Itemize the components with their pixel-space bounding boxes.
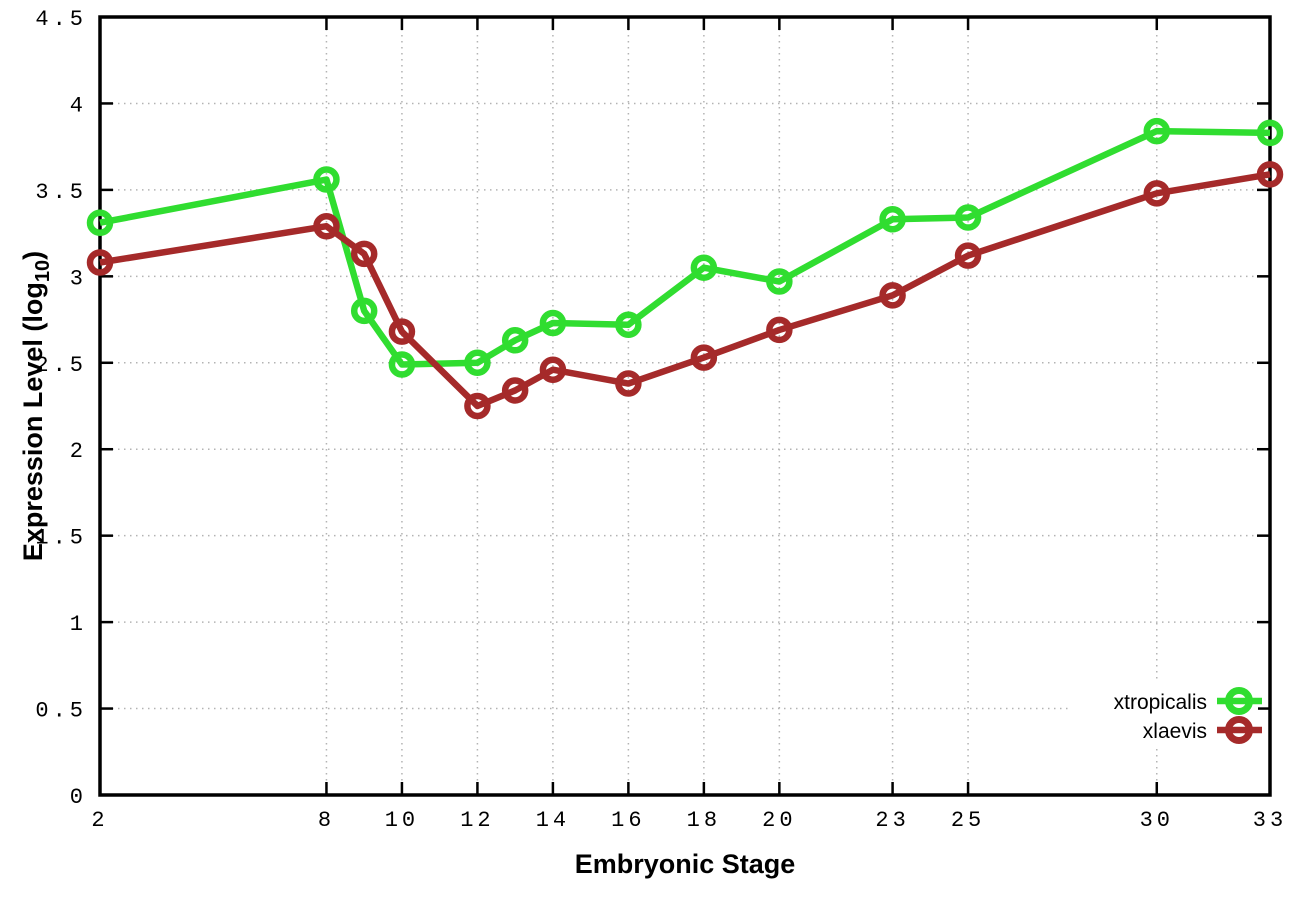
- legend-item-xlaevis: xlaevis: [1143, 716, 1262, 744]
- series-line-xtropicalis: [99, 127, 1271, 368]
- y-axis-title: Expression Level (log10): [18, 251, 54, 561]
- data-point-xtropicalis-stage-18: [690, 254, 718, 281]
- data-point-xtropicalis-stage-30: [1143, 117, 1171, 145]
- data-point-xlaevis-stage-10: [388, 318, 416, 345]
- data-point-xlaevis-stage-2: [86, 249, 114, 276]
- data-point-xtropicalis-stage-2: [86, 209, 114, 236]
- y-tick-label: 4: [70, 93, 87, 118]
- y-tick-label: 0: [70, 785, 87, 810]
- y-tick-label: 3.5: [35, 180, 87, 205]
- y-tick-label: 1: [70, 612, 87, 637]
- plot-border: [98, 15, 1272, 797]
- y-tick-label: 3: [70, 266, 87, 291]
- series-line-xlaevis: [99, 171, 1271, 410]
- data-point-xlaevis-stage-16: [615, 370, 642, 397]
- data-point-xlaevis-stage-23: [879, 282, 906, 309]
- series-layer: [86, 117, 1284, 420]
- y-axis-title-main: Expression Level (log: [18, 282, 48, 561]
- y-tick-label: 1.5: [35, 526, 87, 551]
- grid-layer: [100, 17, 1270, 795]
- data-point-xtropicalis-stage-9: [350, 297, 378, 325]
- data-point-xlaevis-stage-13: [501, 377, 529, 404]
- x-tick-label: 2: [91, 808, 108, 833]
- legend-marker-xtropicalis-icon: [1225, 687, 1253, 715]
- data-point-xtropicalis-stage-33: [1256, 119, 1284, 147]
- x-tick-label: 18: [687, 808, 721, 833]
- y-tick-label: 2.5: [35, 353, 87, 378]
- data-point-xtropicalis-stage-14: [539, 309, 567, 337]
- axis-layer: [98, 15, 1272, 797]
- legend-label-xlaevis: xlaevis: [1143, 720, 1207, 743]
- data-point-xtropicalis-stage-8: [313, 166, 340, 193]
- x-tick-label: 23: [875, 808, 909, 833]
- data-point-xtropicalis-stage-13: [501, 327, 529, 354]
- y-axis-title-subscript: 10: [32, 260, 54, 282]
- legend-marker-xlaevis-icon: [1225, 716, 1253, 744]
- data-point-xlaevis-stage-30: [1143, 180, 1171, 207]
- x-tick-label: 8: [318, 808, 335, 833]
- x-tick-label: 25: [951, 808, 985, 833]
- tick-label-layer: 0 0.5 1 1.5 2 2.5 3 3.5 4 4.5 2 8 10 12 14 16 18 20 23 25 30…: [35, 7, 1287, 833]
- data-point-xlaevis-stage-12: [464, 392, 491, 420]
- x-tick-label: 33: [1253, 808, 1287, 833]
- y-tick-label: 4.5: [35, 7, 87, 32]
- x-tick-label: 12: [460, 808, 494, 833]
- data-point-xlaevis-stage-25: [954, 242, 982, 269]
- x-tick-label: 10: [385, 808, 419, 833]
- data-point-xlaevis-stage-20: [766, 316, 793, 344]
- y-axis-title-close: ): [18, 251, 48, 260]
- data-point-xlaevis-stage-14: [539, 356, 567, 383]
- legend-label-xtropicalis: xtropicalis: [1114, 691, 1207, 714]
- legend-item-xtropicalis: xtropicalis: [1114, 687, 1262, 715]
- data-point-xlaevis-stage-33: [1256, 161, 1284, 188]
- y-tick-label: 0.5: [35, 699, 87, 724]
- x-tick-label: 30: [1140, 808, 1174, 833]
- x-tick-label: 20: [762, 808, 796, 833]
- x-tick-label: 14: [536, 808, 570, 833]
- data-point-xtropicalis-stage-20: [766, 268, 793, 295]
- data-point-xtropicalis-stage-12: [464, 349, 491, 377]
- data-point-xtropicalis-stage-25: [954, 204, 982, 231]
- legend: xtropicalis xlaevis: [1068, 682, 1262, 748]
- x-axis-title: Embryonic Stage: [575, 849, 796, 879]
- data-point-xtropicalis-stage-16: [615, 311, 642, 338]
- data-point-xlaevis-stage-18: [690, 344, 718, 371]
- y-tick-label: 2: [70, 439, 87, 464]
- data-point-xtropicalis-stage-10: [388, 351, 416, 378]
- x-tick-label: 16: [611, 808, 645, 833]
- data-point-xlaevis-stage-8: [313, 212, 340, 240]
- legend-background: [1068, 682, 1258, 748]
- data-point-xtropicalis-stage-23: [879, 206, 906, 233]
- data-point-xlaevis-stage-9: [350, 240, 378, 268]
